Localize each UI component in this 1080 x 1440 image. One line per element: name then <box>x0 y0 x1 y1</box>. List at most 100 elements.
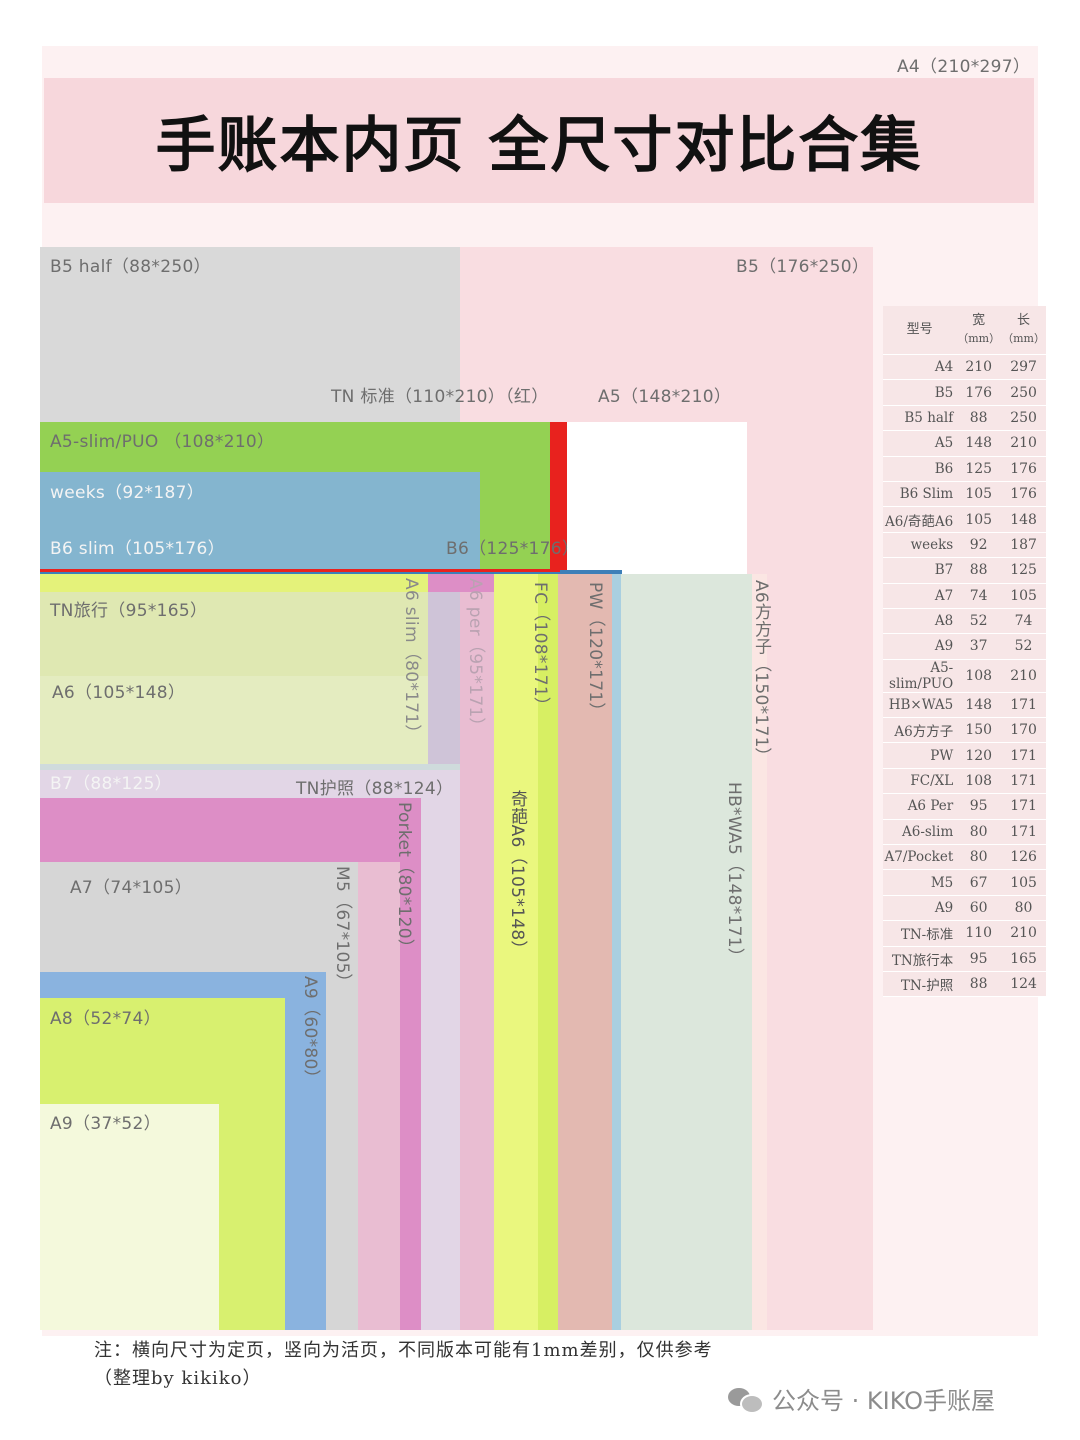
a6slim-label: A6 slim（80*171） <box>401 578 421 742</box>
cell-model: B6 <box>883 457 957 482</box>
b6-label: B6（125*176） <box>446 539 580 559</box>
cell-length: 210 <box>1001 921 1046 947</box>
watermark: 公众号 · KIKO手账屋 <box>728 1381 995 1416</box>
cell-model: A7/Pocket <box>883 845 957 871</box>
header-width: 宽 （mm） <box>956 306 1002 355</box>
cell-model: A6 Per <box>883 794 957 820</box>
table-row: A5 148 210 <box>883 431 1046 457</box>
a6per-label: A6 per（95*171） <box>465 578 485 735</box>
footnote: 注：横向尺寸为定页，竖向为活页，不同版本可能有1mm差别，仅供参考 （整理by … <box>94 1337 713 1393</box>
table-row: A6-slim 80 171 <box>883 820 1046 846</box>
cell-length: 176 <box>1001 457 1046 482</box>
cell-model: HB×WA5 <box>883 693 957 719</box>
table-row: FC/XL 108 171 <box>883 769 1046 795</box>
porket-label: Porket（80*120） <box>394 802 414 957</box>
cell-model: weeks <box>883 533 957 559</box>
qipa-a6-label: 奇葩A6（105*148） <box>507 790 527 958</box>
cell-length: 125 <box>1001 558 1046 584</box>
cell-width: 88 <box>956 406 1002 432</box>
fc-label: FC（108*171） <box>530 582 550 715</box>
header-length-text: 长 <box>1017 313 1031 328</box>
cell-length: 126 <box>1001 845 1046 871</box>
cell-length: 124 <box>1001 972 1046 998</box>
table-row: B5 176 250 <box>883 380 1046 406</box>
cell-model: TN-护照 <box>883 972 957 998</box>
cell-length: 165 <box>1001 947 1046 972</box>
table-row: A9 37 52 <box>883 634 1046 660</box>
table-row: HB×WA5 148 171 <box>883 693 1046 719</box>
cell-width: 150 <box>956 718 1002 744</box>
size-table-body: A4 210 297 B5 176 250 B5 half 88 250 A5 148 210 B6 12… <box>883 355 1046 998</box>
cell-length: 170 <box>1001 718 1046 744</box>
cell-width: 210 <box>956 355 1002 381</box>
cell-model: TN-标准 <box>883 921 957 947</box>
cell-width: 110 <box>956 921 1002 947</box>
tn-standard-label: TN 标准（110*210）（红） <box>331 387 549 407</box>
table-row: M5 67 105 <box>883 870 1046 896</box>
cell-model: B7 <box>883 558 957 584</box>
cell-model: A6/奇葩A6 <box>883 507 957 533</box>
a6-label: A6（105*148） <box>52 683 186 703</box>
cell-width: 74 <box>956 584 1002 609</box>
header-length-unit: （mm） <box>1002 332 1045 345</box>
table-row: A7/Pocket 80 126 <box>883 845 1046 871</box>
cell-model: A9 <box>883 896 957 922</box>
header-model: 型号 <box>883 306 957 355</box>
cell-length: 105 <box>1001 870 1046 896</box>
b5half-sheet <box>40 247 460 425</box>
a7-label: A7（74*105） <box>70 878 193 898</box>
cell-width: 148 <box>956 693 1002 719</box>
cell-length: 210 <box>1001 431 1046 457</box>
weeks-label: weeks（92*187） <box>50 483 205 503</box>
cell-width: 95 <box>956 947 1002 972</box>
tn-passport-label: TN护照（88*124） <box>296 779 454 799</box>
cell-width: 92 <box>956 533 1002 559</box>
title-banner: 手账本内页 全尺寸对比合集 <box>44 78 1034 203</box>
a9ring-label: A9（60*80） <box>300 976 320 1087</box>
tn-travel-label: TN旅行（95*165） <box>50 601 208 621</box>
a6square-label: A6方方子（150*171） <box>751 580 771 766</box>
cell-length: 80 <box>1001 896 1046 922</box>
pw-label: PW（120*171） <box>585 582 605 720</box>
cell-length: 250 <box>1001 406 1046 432</box>
table-row: weeks 92 187 <box>883 533 1046 559</box>
b5-label: B5（176*250） <box>736 257 870 277</box>
cell-width: 60 <box>956 896 1002 922</box>
cell-width: 148 <box>956 431 1002 457</box>
table-row: B6 Slim 105 176 <box>883 482 1046 508</box>
a4-label: A4（210*297） <box>897 57 1031 77</box>
a5-sheet <box>566 422 747 574</box>
cell-model: M5 <box>883 870 957 896</box>
weeks-sheet <box>40 472 480 570</box>
cell-length: 171 <box>1001 794 1046 820</box>
cell-length: 74 <box>1001 609 1046 635</box>
table-row: A6/奇葩A6 105 148 <box>883 507 1046 533</box>
porket-edge <box>400 798 421 1330</box>
cell-model: FC/XL <box>883 769 957 795</box>
tn-red-line <box>40 569 560 572</box>
cell-model: B5 half <box>883 406 957 432</box>
a6-lower-sheet <box>40 676 428 766</box>
cell-width: 120 <box>956 743 1002 769</box>
cell-width: 80 <box>956 820 1002 846</box>
a7-pink-band <box>40 798 400 862</box>
cell-width: 88 <box>956 558 1002 584</box>
cell-width: 108 <box>956 769 1002 795</box>
cell-model: PW <box>883 743 957 769</box>
cell-length: 210 <box>1001 660 1046 693</box>
a5-label: A5（148*210） <box>598 387 732 407</box>
cell-width: 108 <box>956 660 1002 693</box>
a9-label: A9（37*52） <box>50 1114 161 1134</box>
cell-length: 105 <box>1001 584 1046 609</box>
cell-width: 105 <box>956 507 1002 533</box>
cell-model: A9 <box>883 634 957 660</box>
cell-width: 95 <box>956 794 1002 820</box>
cell-length: 171 <box>1001 769 1046 795</box>
cell-length: 171 <box>1001 743 1046 769</box>
a8-label: A8（52*74） <box>50 1009 161 1029</box>
cell-model: A5-slim/PUO <box>883 660 957 693</box>
cell-width: 37 <box>956 634 1002 660</box>
cell-length: 171 <box>1001 820 1046 846</box>
footnote-line-1: 注：横向尺寸为定页，竖向为活页，不同版本可能有1mm差别，仅供参考 <box>94 1340 713 1361</box>
cell-width: 67 <box>956 870 1002 896</box>
